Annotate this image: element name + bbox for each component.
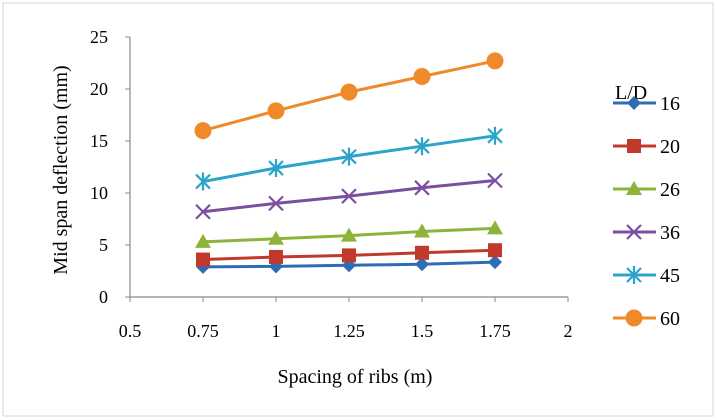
x-tick-label: 2 [564,321,573,341]
y-tick-label: 15 [90,131,108,151]
data-point [267,102,285,120]
data-point [195,203,211,220]
data-point [486,52,504,70]
legend-item-60: 60 [613,308,680,330]
x-axis-title: Spacing of ribs (m) [278,366,433,388]
data-point [341,147,357,166]
y-tick-label: 5 [99,235,108,255]
y-tick-label: 25 [90,27,108,47]
data-point [488,255,502,270]
legend-item-16: 16 [613,93,680,115]
legend-marker [626,266,642,284]
legend-item-45: 45 [613,265,680,287]
y-tick-label: 10 [90,183,108,203]
legend: L/D 16 20 26 36 45 60 [613,82,680,330]
data-point [341,227,357,242]
x-tick-label: 1.75 [479,321,511,341]
data-point [342,248,356,263]
data-point [487,172,503,189]
series-20 [196,243,502,267]
data-point [415,257,429,272]
series-45 [195,126,503,191]
legend-label: 60 [660,308,680,330]
data-point [195,233,211,248]
data-point [268,159,284,178]
x-tick-label: 1.25 [333,321,365,341]
data-point [195,172,211,191]
data-point [414,180,430,196]
data-point [414,223,430,238]
legend-marker [627,139,641,153]
legend-item-36: 36 [613,222,680,244]
data-point [487,220,503,235]
data-point [196,252,210,267]
data-point [414,137,430,156]
data-point [268,230,284,245]
legend-marker [625,309,643,327]
legend-title: L/D [615,82,647,104]
legend-marker [627,96,641,110]
legend-label: 36 [660,222,680,244]
legend-item-20: 20 [613,136,680,158]
data-point [488,243,502,258]
data-point [341,188,357,204]
y-axis-title: Mid span deflection (mm) [50,65,72,274]
data-point [415,245,429,260]
legend-marker [626,181,642,195]
data-point [487,126,503,145]
series-36 [195,172,503,220]
legend-item-26: 26 [613,179,680,201]
series-26 [195,220,503,248]
axes: 0 5 10 15 20 25 0.5 0.75 1 1.25 1.5 1.75 2 [90,27,573,341]
legend-marker [626,224,642,240]
data-point [340,83,358,101]
legend-label: 16 [660,93,680,115]
series-60 [194,52,504,140]
series-layer [194,52,504,274]
legend-label: 45 [660,265,680,287]
x-tick-label: 1 [272,321,281,341]
data-point [194,122,212,140]
data-point [268,195,284,212]
data-point [413,68,431,86]
data-point [269,249,283,264]
y-tick-label: 0 [99,287,108,307]
x-tick-label: 1.5 [411,321,434,341]
legend-label: 20 [660,136,680,158]
y-tick-label: 20 [90,79,108,99]
x-tick-label: 0.5 [119,321,142,341]
x-tick-label: 0.75 [187,321,219,341]
legend-label: 26 [660,179,680,201]
